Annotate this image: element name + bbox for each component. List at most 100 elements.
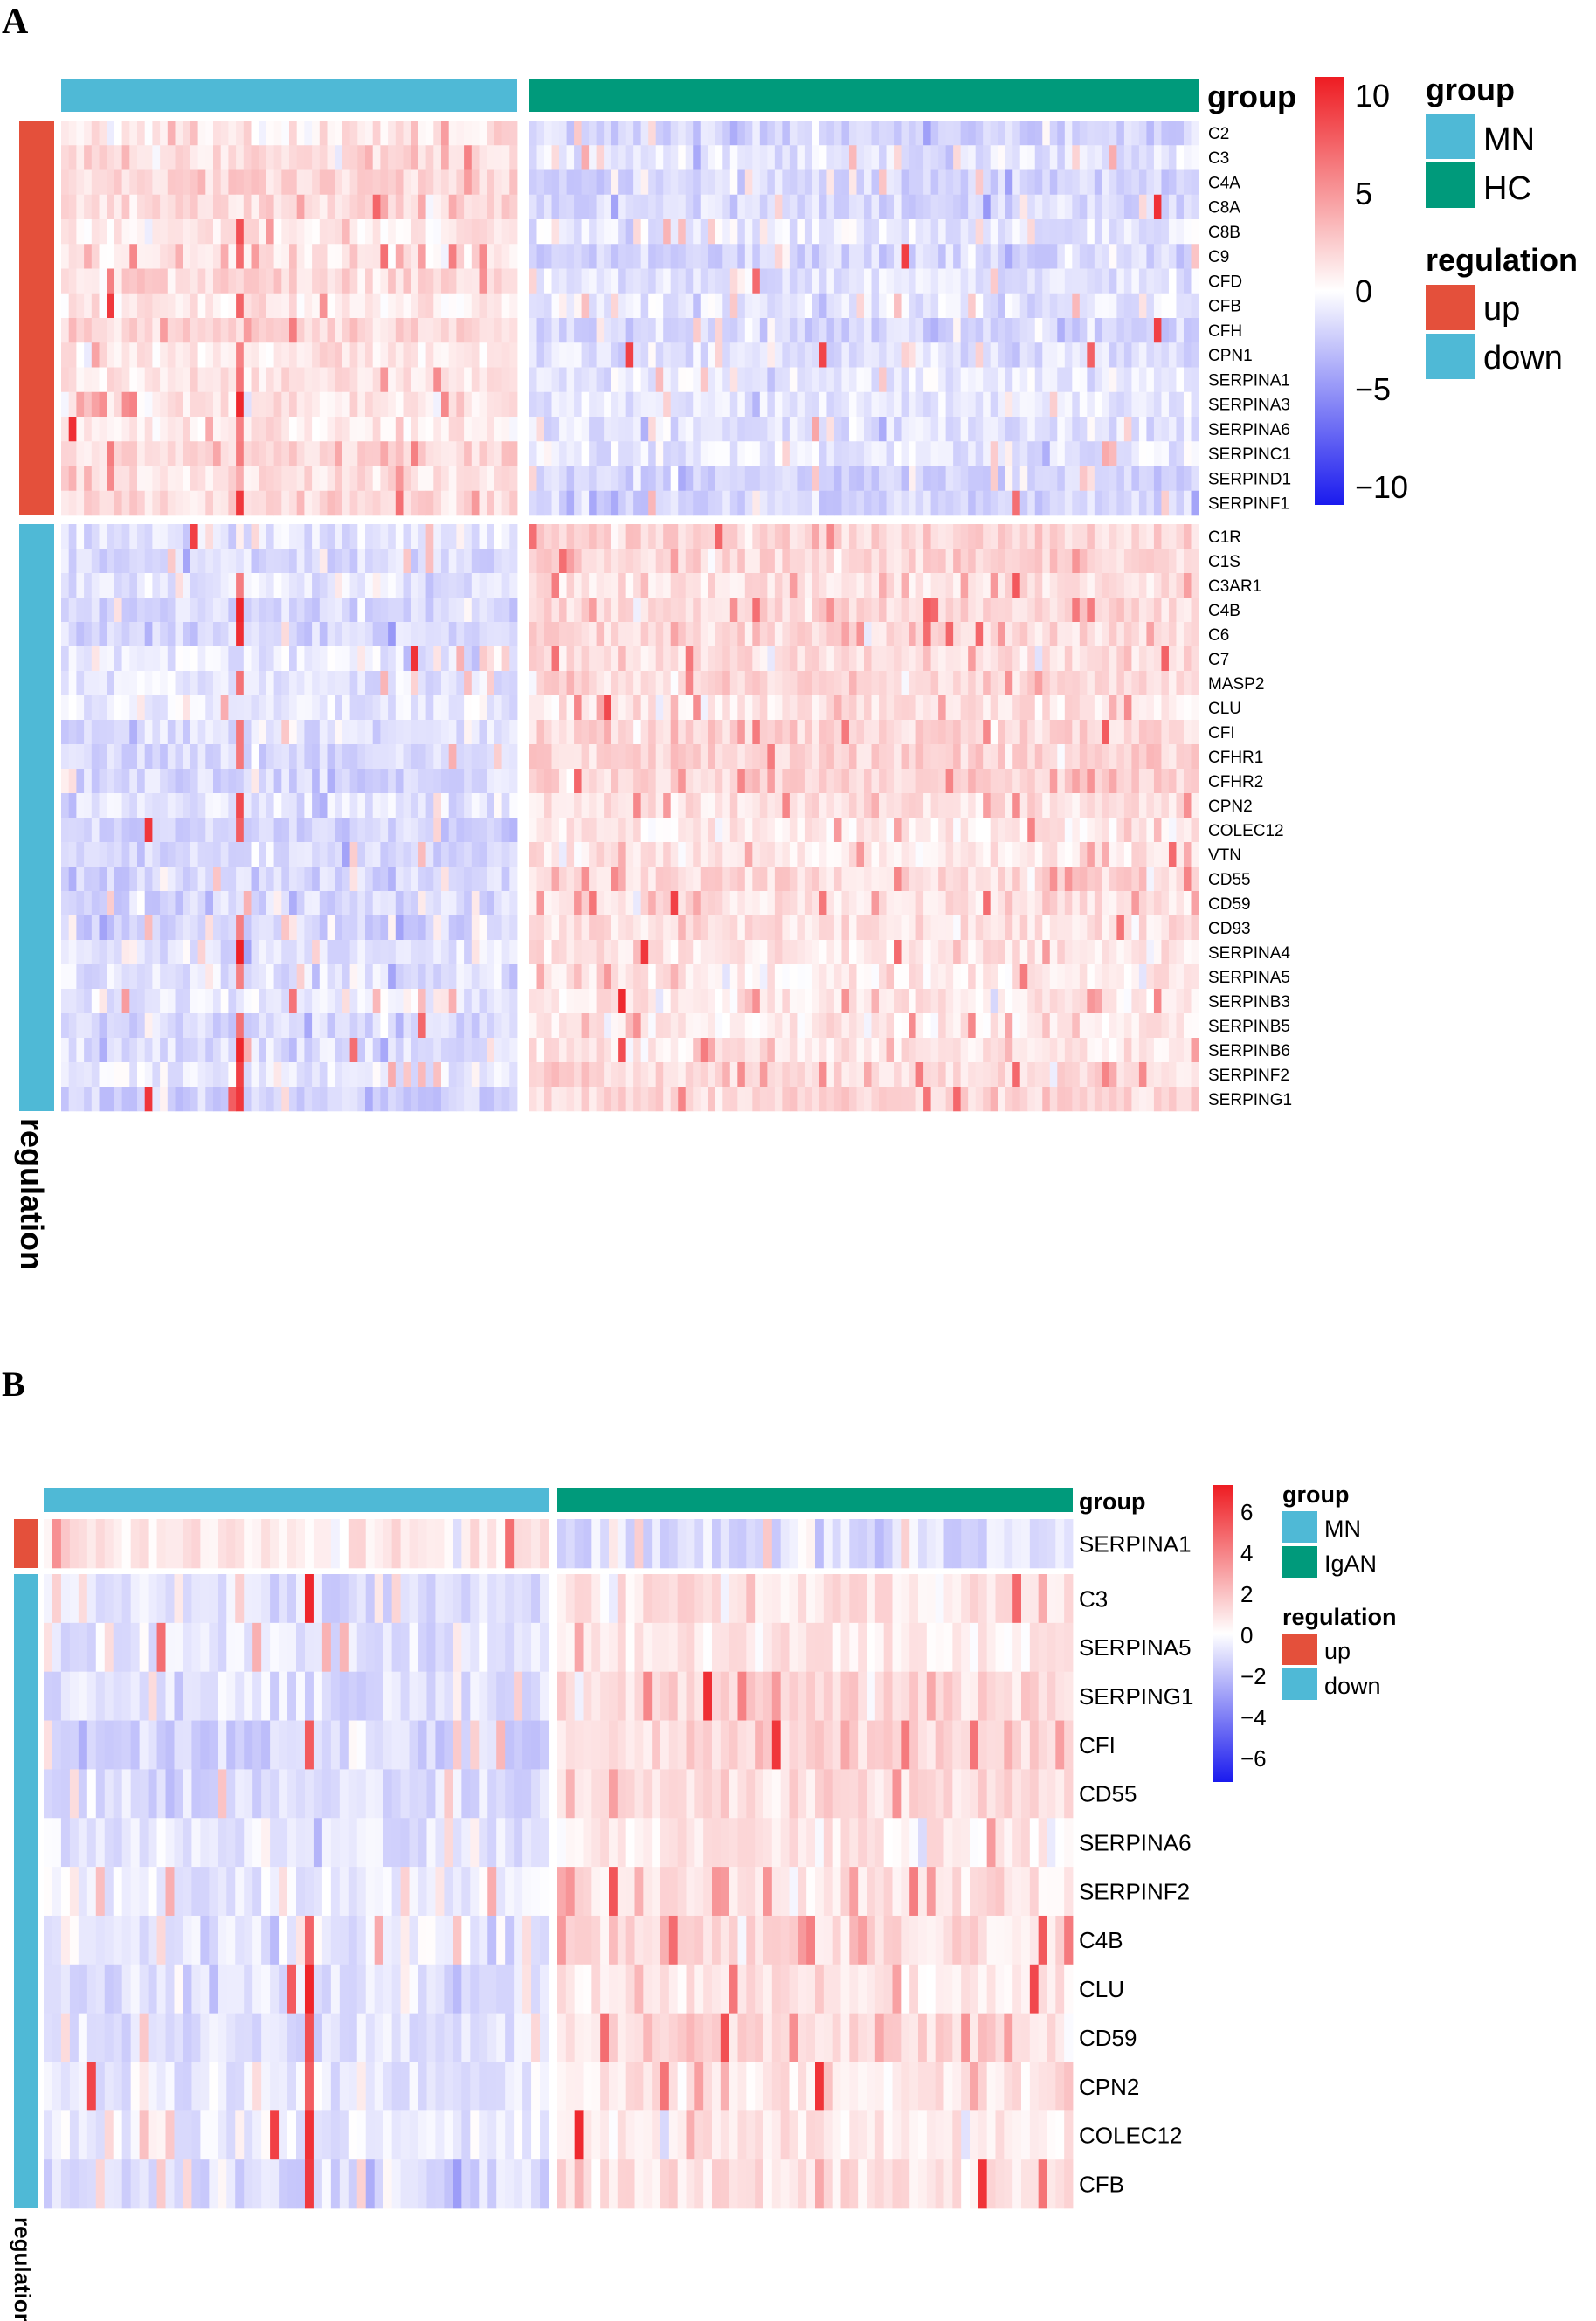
heatmap-cell: [566, 646, 575, 672]
heatmap-cell: [1109, 169, 1117, 196]
heatmap-cell: [1019, 169, 1028, 196]
heatmap-cell: [411, 524, 419, 549]
heatmap-cell: [536, 417, 545, 442]
heatmap-cell: [99, 793, 107, 819]
heatmap-cell: [886, 671, 895, 696]
heatmap-cell: [804, 367, 812, 393]
heatmap-cell: [137, 145, 146, 170]
heatmap-cell: [759, 524, 768, 549]
heatmap-cell: [1131, 720, 1140, 745]
heatmap-cell: [589, 121, 597, 146]
heatmap-cell: [864, 549, 872, 574]
heatmap-cell: [107, 441, 115, 466]
heatmap-cell: [975, 466, 984, 492]
heatmap-cell: [205, 417, 214, 442]
heatmap-cell: [167, 744, 176, 770]
heatmap-cell: [782, 268, 791, 294]
heatmap-cell: [372, 867, 381, 892]
heatmap-cell: [205, 646, 214, 672]
heatmap-cell: [296, 219, 305, 245]
heatmap-cell: [494, 318, 502, 343]
heatmap-cell: [273, 793, 282, 819]
heatmap-cell: [581, 891, 590, 916]
heatmap-cell: [1146, 194, 1155, 220]
heatmap-cell: [744, 268, 753, 294]
heatmap-cell: [372, 490, 381, 516]
heatmap-cell: [228, 720, 237, 745]
heatmap-cell: [774, 268, 783, 294]
heatmap-cell: [611, 194, 619, 220]
heatmap-cell: [183, 940, 191, 965]
heatmap-cell: [960, 915, 969, 941]
heatmap-cell: [68, 490, 77, 516]
heatmap-cell: [197, 549, 206, 574]
heatmap-cell: [259, 940, 267, 965]
heatmap-cell: [945, 391, 954, 418]
heatmap-cell: [551, 194, 560, 220]
heatmap-cell: [841, 367, 850, 393]
heatmap-cell: [633, 268, 642, 294]
heatmap-cell: [395, 268, 404, 294]
heatmap-cell: [319, 793, 328, 819]
heatmap-cell: [983, 720, 991, 745]
heatmap-cell: [894, 268, 902, 294]
heatmap-cell: [342, 671, 350, 696]
heatmap-cell: [380, 720, 389, 745]
heatmap-cell: [403, 598, 411, 623]
heatmap-cell: [68, 121, 77, 146]
heatmap-cell: [648, 145, 657, 170]
heatmap-cell: [596, 671, 605, 696]
heatmap-cell: [1079, 121, 1088, 146]
heatmap-cell: [544, 490, 552, 516]
heatmap-cell: [425, 367, 434, 393]
heatmap-cell: [990, 194, 998, 220]
heatmap-cell: [327, 367, 335, 393]
heatmap-cell: [826, 121, 835, 146]
heatmap-cell: [342, 646, 350, 672]
heatmap-cell: [640, 145, 649, 170]
heatmap-cell: [625, 524, 634, 549]
heatmap-cell: [923, 318, 931, 343]
heatmap-cell: [380, 244, 389, 269]
heatmap-cell: [471, 720, 480, 745]
heatmap-cell: [930, 268, 939, 294]
heatmap-cell: [804, 818, 812, 843]
heatmap-cell: [678, 549, 687, 574]
heatmap-cell: [349, 524, 358, 549]
heatmap-cell: [403, 867, 411, 892]
heatmap-cell: [312, 793, 321, 819]
heatmap-cell: [774, 466, 783, 492]
heatmap-cell: [190, 417, 198, 442]
heatmap-cell: [879, 524, 887, 549]
heatmap-cell: [960, 194, 969, 220]
heatmap-cell: [581, 441, 590, 466]
heatmap-cell: [700, 744, 708, 770]
heatmap-cell: [1019, 490, 1028, 516]
heatmap-cell: [1042, 573, 1051, 598]
heatmap-cell: [909, 490, 916, 516]
heatmap-cell: [589, 769, 597, 794]
heatmap-cell: [1191, 720, 1199, 745]
heatmap-cell: [960, 598, 969, 623]
heatmap-cell: [923, 744, 931, 770]
heatmap-cell: [998, 915, 1006, 941]
heatmap-cell: [456, 318, 465, 343]
heatmap-cell: [998, 622, 1006, 647]
heatmap-cell: [319, 622, 328, 647]
heatmap-cell: [804, 769, 812, 794]
heatmap-cell: [618, 342, 627, 368]
heatmap-cell: [357, 342, 366, 368]
heatmap-cell: [220, 867, 229, 892]
heatmap-cell: [228, 219, 237, 245]
heatmap-cell: [312, 268, 321, 294]
heatmap-cell: [266, 490, 274, 516]
heatmap-cell: [611, 391, 619, 418]
heatmap-cell: [1168, 524, 1177, 549]
heatmap-cell: [1049, 842, 1058, 867]
heatmap-cell: [693, 891, 701, 916]
heatmap-cell: [559, 391, 567, 418]
heatmap-cell: [685, 367, 694, 393]
heatmap-cell: [61, 891, 70, 916]
heatmap-cell: [737, 891, 746, 916]
heatmap-cell: [633, 671, 642, 696]
